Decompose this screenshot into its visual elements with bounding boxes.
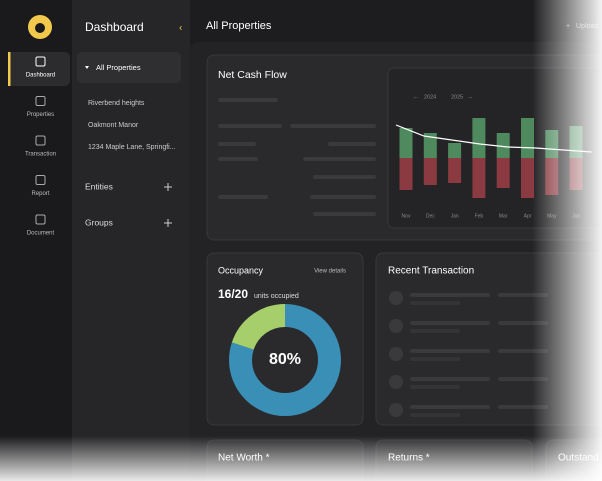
bar <box>496 133 510 158</box>
bar <box>545 130 559 158</box>
section[interactable]: Entities <box>85 181 113 191</box>
skeleton <box>410 385 460 389</box>
bar <box>399 158 413 190</box>
skeleton <box>410 329 460 333</box>
all-properties-item[interactable] <box>77 52 181 83</box>
bar <box>521 118 534 158</box>
avatar <box>389 403 403 417</box>
avatar <box>389 347 403 361</box>
logo-mark <box>35 23 45 33</box>
caret <box>85 66 89 69</box>
bar <box>569 158 583 190</box>
skeleton <box>410 321 490 325</box>
bar <box>545 158 559 195</box>
transactions-card <box>375 252 602 426</box>
nav-label[interactable]: Document <box>27 231 55 237</box>
skeleton <box>410 301 460 305</box>
card-title: Returns * <box>388 453 430 464</box>
bar <box>496 158 510 188</box>
transactions-title: Recent Transaction <box>388 266 474 277</box>
avatar <box>389 319 403 333</box>
skeleton <box>218 98 376 216</box>
bar <box>448 143 462 158</box>
nav-label[interactable]: Dashboard <box>26 73 55 79</box>
skeleton <box>498 293 548 297</box>
x-tick-label: Apr <box>524 213 532 219</box>
section[interactable]: Groups <box>85 217 113 227</box>
skeleton <box>498 321 548 325</box>
skeleton <box>410 405 490 409</box>
property[interactable]: Oakmont Manor <box>88 122 139 129</box>
occupancy-percent: 80% <box>269 351 301 368</box>
x-tick-label: Nov <box>402 213 411 219</box>
card-title: Net Worth * <box>218 453 270 464</box>
x-tick-label: Jan <box>451 213 459 219</box>
nav-indicator <box>8 52 11 86</box>
occupancy-ratio: 16/20 <box>218 287 248 301</box>
add-icon <box>164 219 172 227</box>
nav-label[interactable]: Properties <box>27 112 54 118</box>
nav-icon <box>35 96 46 106</box>
skeleton <box>410 357 460 361</box>
skeleton <box>498 377 548 381</box>
property[interactable]: Riverbend heights <box>88 100 145 107</box>
transaction-skeleton <box>389 291 548 417</box>
nav-icon <box>35 175 46 185</box>
collapse[interactable]: ‹ <box>179 23 182 34</box>
x-tick-label: Feb <box>475 213 484 219</box>
avatar <box>389 375 403 389</box>
nav-active <box>8 52 70 86</box>
view-details[interactable]: View details <box>314 269 346 275</box>
upload-plus[interactable]: + <box>566 23 570 30</box>
year: 2024 <box>424 94 436 100</box>
bar <box>423 133 437 158</box>
donut-segment <box>229 304 341 416</box>
skeleton <box>410 413 460 417</box>
all-properties[interactable]: All Properties <box>96 63 141 72</box>
nav-label[interactable]: Transaction <box>25 152 56 158</box>
skeleton <box>498 349 548 353</box>
bar <box>472 158 486 198</box>
bar <box>399 128 413 158</box>
occupancy-title: Occupancy <box>218 265 264 275</box>
nav-icon <box>35 135 46 146</box>
x-tick-label: Dec <box>426 213 435 219</box>
page-title: All Properties <box>206 20 272 32</box>
avatar <box>389 291 403 305</box>
bar <box>448 158 462 183</box>
add-icon <box>164 183 172 191</box>
bar <box>521 158 534 198</box>
bar <box>423 158 437 185</box>
units-label: units occupied <box>254 293 299 300</box>
x-tick-label: May <box>547 213 557 219</box>
next[interactable]: → <box>467 95 473 101</box>
year: 2025 <box>451 94 463 100</box>
card-title: Outstand <box>558 453 599 464</box>
cash-flow-title: Net Cash Flow <box>218 69 287 81</box>
bar <box>569 126 583 158</box>
x-tick-label: Jun <box>572 213 580 219</box>
skeleton <box>498 405 548 409</box>
nav-label[interactable]: Report <box>31 191 49 197</box>
skeleton <box>410 377 490 381</box>
prev[interactable]: ← <box>413 95 419 101</box>
nav-icon <box>35 56 46 67</box>
skeleton <box>410 349 490 353</box>
bar <box>472 118 486 158</box>
property[interactable]: 1234 Maple Lane, Springfi... <box>88 144 176 151</box>
panel-title: Dashboard <box>85 20 144 34</box>
upload[interactable]: Upload <box>576 23 598 30</box>
x-tick-label: Mar <box>499 213 508 219</box>
skeleton <box>410 293 490 297</box>
nav-icon <box>35 214 46 225</box>
